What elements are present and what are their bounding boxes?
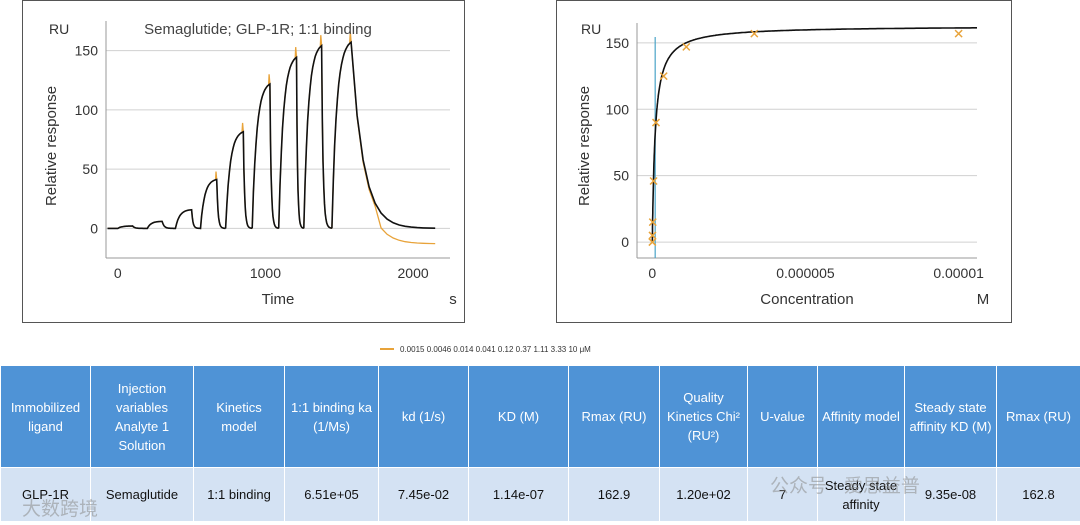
data-point (648, 218, 657, 227)
data-point (750, 29, 759, 38)
y-unit-label: RU (49, 21, 69, 37)
table-cell: Steady state affinity (817, 467, 905, 522)
col-header: Affinity model (817, 365, 905, 468)
data-point (954, 29, 963, 38)
data-point (651, 118, 661, 127)
x-unit-label: s (449, 291, 457, 308)
col-header: Kinetics model (193, 365, 285, 468)
table-cell: 1:1 binding (193, 467, 285, 522)
x-axis-label: Concentration (760, 291, 853, 308)
legend-swatch (380, 348, 394, 350)
y-axis-label: Relative response (576, 86, 593, 206)
affinity-chart: 0 50 100 150 0 0.000005 0.00001 RU Concentration… (576, 21, 990, 308)
y-tick-label: 100 (75, 102, 99, 118)
col-header: Rmax (RU) (996, 365, 1080, 468)
table-cell: 1.14e-07 (468, 467, 569, 522)
data-point (649, 176, 658, 186)
chart-title: Semaglutide; GLP-1R; 1:1 binding (144, 21, 372, 38)
col-header: Steady state affinity KD (M) (904, 365, 997, 468)
y-tick-label: 100 (606, 101, 630, 117)
fit-curve (651, 27, 977, 243)
table-cell: Semaglutide (90, 467, 194, 522)
y-tick-label: 150 (606, 35, 630, 51)
fit-series-line (107, 40, 436, 230)
x-unit-label: M (977, 291, 990, 308)
col-header: kd (1/s) (378, 365, 469, 468)
affinity-panel: 0 50 100 150 0 0.000005 0.00001 RU Concentration… (556, 0, 1012, 323)
col-header: Quality Kinetics Chi² (RU²) (659, 365, 748, 468)
table-cell: 6.51e+05 (284, 467, 379, 522)
col-header: Immobilized ligand (0, 365, 91, 468)
y-tick-label: 50 (613, 168, 629, 184)
data-point (659, 72, 668, 81)
table-header-row: Immobilized ligand Injection variables A… (0, 365, 1080, 468)
x-axis-label: Time (262, 291, 295, 308)
sensorgram-panel: 0 50 100 150 0 1000 2000 Semaglutide; GLP-1R; 1… (22, 0, 465, 323)
data-point (648, 238, 657, 247)
col-header: KD (M) (468, 365, 569, 468)
concentration-legend: 0.0015 0.0046 0.014 0.041 0.12 0.37 1.11… (380, 341, 591, 357)
x-tick-label: 0 (114, 265, 122, 281)
table-cell: 1.20e+02 (659, 467, 748, 522)
table-cell: GLP-1R (0, 467, 91, 522)
y-tick-label: 0 (621, 234, 629, 250)
table-cell: 162.8 (996, 467, 1080, 522)
x-tick-label: 0 (648, 265, 656, 281)
y-tick-label: 50 (82, 161, 98, 177)
x-tick-label: 0.000005 (776, 265, 835, 281)
data-series-line (107, 31, 436, 245)
col-header: Injection variables Analyte 1 Solution (90, 365, 194, 468)
table-row: GLP-1R Semaglutide 1:1 binding 6.51e+05 … (0, 467, 1080, 522)
results-table: Immobilized ligand Injection variables A… (0, 365, 1080, 522)
table-cell: 162.9 (568, 467, 660, 522)
data-point (682, 42, 691, 51)
data-point (648, 231, 657, 240)
y-tick-label: 150 (75, 43, 99, 59)
y-axis-label: Relative response (43, 86, 60, 206)
table-cell: 7 (747, 467, 818, 522)
y-tick-label: 0 (90, 220, 98, 236)
legend-text: 0.0015 0.0046 0.014 0.041 0.12 0.37 1.11… (400, 344, 591, 354)
col-header: U-value (747, 365, 818, 468)
col-header: Rmax (RU) (568, 365, 660, 468)
table-cell: 9.35e-08 (904, 467, 997, 522)
sensorgram-chart: 0 50 100 150 0 1000 2000 Semaglutide; GLP-1R; 1… (43, 21, 457, 308)
x-tick-label: 0.00001 (933, 265, 984, 281)
x-tick-label: 2000 (398, 265, 429, 281)
col-header: 1:1 binding ka (1/Ms) (284, 365, 379, 468)
y-unit-label: RU (581, 21, 601, 37)
x-tick-label: 1000 (250, 265, 281, 281)
table-cell: 7.45e-02 (378, 467, 469, 522)
